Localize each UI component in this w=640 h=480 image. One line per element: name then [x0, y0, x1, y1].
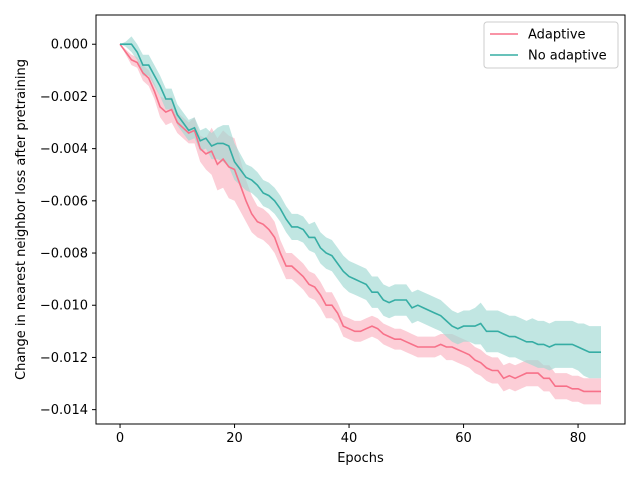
y-tick-label: −0.010 — [40, 299, 88, 314]
y-tick-label: 0.000 — [51, 38, 88, 53]
y-axis-ticks: 0.000 −0.002 −0.004 −0.006 −0.008 −0.010 −0.01… — [40, 38, 96, 418]
confidence-bands — [120, 36, 601, 405]
adaptive-band — [120, 44, 601, 405]
y-tick-label: −0.012 — [40, 351, 88, 366]
y-tick-label: −0.002 — [40, 90, 88, 105]
legend-label-adaptive: Adaptive — [528, 28, 586, 43]
y-tick-label: −0.014 — [40, 403, 88, 418]
y-tick-label: −0.008 — [40, 247, 88, 262]
y-tick-label: −0.006 — [40, 194, 88, 209]
legend: Adaptive No adaptive — [483, 21, 619, 69]
x-axis-label: Epochs — [337, 451, 384, 466]
x-tick-label: 0 — [116, 431, 124, 446]
plot-frame — [95, 14, 626, 425]
x-tick-label: 40 — [341, 431, 358, 446]
y-axis-label: Change in nearest neighbor loss after pr… — [14, 59, 29, 380]
legend-label-no-adaptive: No adaptive — [528, 49, 607, 64]
x-tick-label: 20 — [226, 431, 243, 446]
no-adaptive-band — [120, 36, 601, 379]
adaptive-line — [119, 43, 601, 393]
x-tick-label: 80 — [570, 431, 587, 446]
no-adaptive-line — [120, 43, 601, 354]
x-tick-label: 60 — [455, 431, 472, 446]
series-lines — [119, 43, 601, 393]
y-tick-label: −0.004 — [40, 142, 88, 157]
x-axis-ticks: 0 20 40 60 80 — [116, 424, 586, 446]
